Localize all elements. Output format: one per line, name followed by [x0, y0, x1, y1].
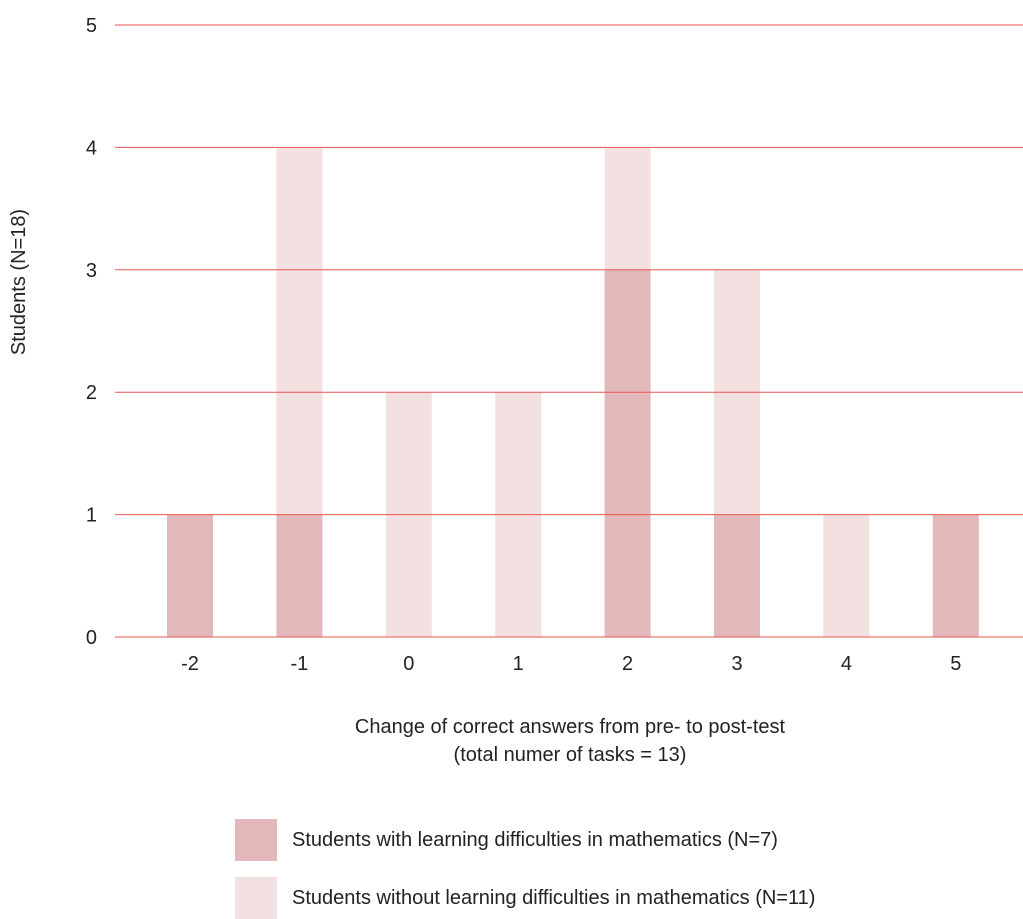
x-tick-label: 2 [622, 653, 633, 675]
y-tick-label: 5 [86, 15, 97, 37]
bar-series-0 [167, 514, 213, 637]
x-tick-label: 1 [513, 653, 524, 675]
legend-label: Students without learning difficulties i… [292, 886, 816, 909]
x-tick-label: -2 [181, 653, 199, 675]
x-tick-labels: -2 -1 0 1 2 3 4 5 [181, 653, 961, 675]
x-axis-label: Change of correct answers from pre- to p… [354, 716, 786, 738]
y-tick-label: 2 [86, 382, 97, 404]
x-tick-label: 3 [731, 653, 742, 675]
y-axis-label: Students (N=18) [8, 209, 30, 355]
legend-swatch [235, 819, 277, 861]
x-tick-label: 0 [403, 653, 414, 675]
x-axis-label-subtitle: (total numer of tasks = 13) [453, 744, 687, 766]
bar-series-1 [604, 147, 651, 270]
bar-series-0 [932, 514, 979, 637]
bar-series-1 [823, 514, 870, 637]
grid-lines [115, 24, 1023, 638]
x-tick-label: 5 [950, 653, 961, 675]
y-tick-label: 0 [86, 627, 97, 649]
y-tick-label: 1 [86, 505, 97, 527]
y-tick-label: 4 [86, 137, 97, 159]
y-tick-label: 3 [86, 260, 97, 282]
bar-series-0 [276, 514, 323, 637]
y-tick-labels: 0 1 2 3 4 5 [86, 15, 97, 649]
legend-label: Students with learning difficulties in m… [292, 828, 778, 851]
x-tick-label: -1 [291, 653, 309, 675]
bar-series-1 [276, 147, 323, 515]
x-tick-label: 4 [841, 653, 852, 675]
bar-series-0 [604, 269, 651, 637]
legend-item-without-difficulties: Students without learning difficulties i… [235, 877, 815, 919]
bar-series-0 [714, 514, 760, 637]
legend-swatch [235, 877, 277, 919]
legend-item-with-difficulties: Students with learning difficulties in m… [235, 819, 778, 861]
